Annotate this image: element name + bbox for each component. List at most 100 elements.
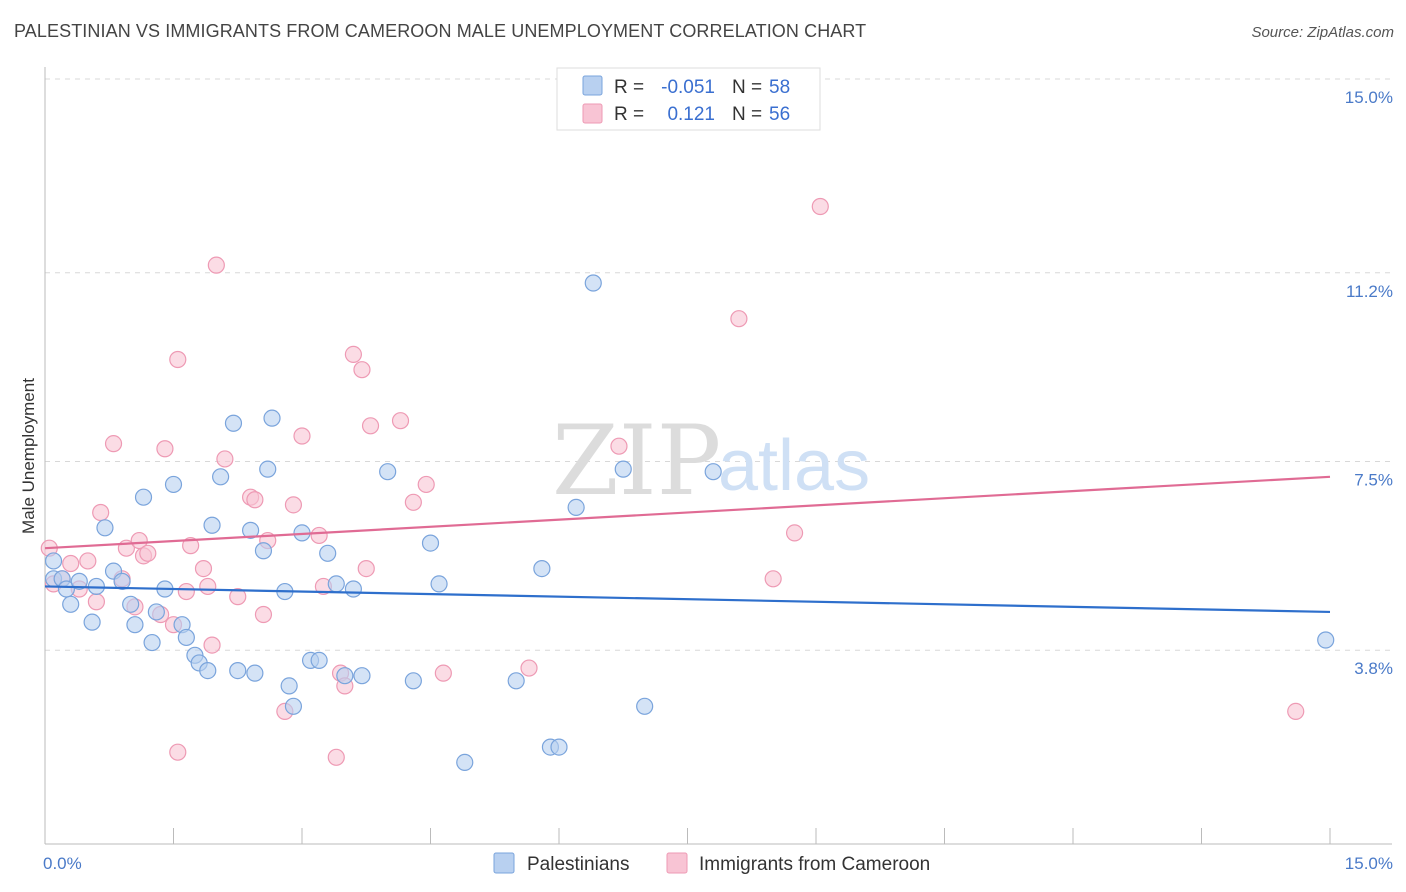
palestinian-point-22 [199, 661, 217, 680]
cameroon-point-42 [357, 559, 375, 578]
cameroon-point-20 [177, 582, 195, 601]
series-legend: Palestinians Immigrants from Cameroon [493, 852, 930, 875]
palestinians-trend-line [44, 585, 1331, 614]
cameroon-point-53 [811, 197, 829, 216]
palestinian-point-0 [44, 552, 63, 570]
cameroon-point-25 [207, 256, 225, 274]
palestinian-point-51 [550, 738, 568, 756]
legend-label-cameroon: Immigrants from Cameroon [699, 854, 930, 875]
palestinians-points [44, 274, 1335, 772]
palestinian-point-26 [229, 661, 247, 680]
cameroon-point-40 [344, 345, 362, 363]
stats-n-value-blue: 58 [769, 77, 790, 98]
cameroon-point-21 [182, 537, 200, 555]
cameroon-point-34 [293, 427, 311, 445]
chart-source: Source: ZipAtlas.com [1251, 24, 1394, 41]
cameroon-point-45 [404, 493, 422, 511]
palestinian-point-11 [122, 595, 140, 613]
palestinian-point-8 [96, 519, 114, 537]
stats-r-label-blue: R = [614, 77, 644, 98]
cameroon-point-44 [391, 412, 410, 430]
palestinian-point-41 [344, 580, 362, 598]
cameroon-point-52 [785, 524, 804, 542]
cameroon-point-54 [1287, 702, 1305, 721]
palestinian-point-14 [143, 633, 161, 652]
cameroon-point-23 [199, 577, 217, 596]
cameroon-trend-line [44, 475, 1331, 550]
cameroon-point-7 [92, 503, 110, 522]
cameroon-point-5 [79, 552, 97, 570]
cameroon-point-14 [139, 544, 157, 562]
palestinian-point-27 [242, 521, 260, 539]
cameroon-point-29 [246, 491, 264, 509]
palestinian-point-10 [113, 572, 131, 590]
x-ticks [44, 828, 1331, 844]
axes [44, 67, 1392, 845]
palestinian-point-30 [259, 460, 277, 478]
palestinian-point-23 [203, 516, 221, 534]
palestinian-point-47 [456, 753, 474, 772]
cameroon-point-19 [169, 350, 187, 369]
stats-r-value-blue: -0.051 [661, 77, 715, 98]
stats-n-label-pink: N = [732, 104, 762, 125]
palestinian-point-19 [177, 628, 195, 647]
cameroon-point-41 [353, 361, 371, 379]
x-tick-label-min: 0.0% [43, 854, 82, 873]
palestinian-point-6 [83, 613, 101, 631]
cameroon-point-37 [327, 748, 345, 766]
palestinian-point-40 [336, 667, 354, 685]
palestinian-point-57 [1317, 631, 1335, 649]
cameroon-point-43 [361, 417, 380, 435]
palestinian-point-25 [224, 414, 243, 432]
cameroon-point-26 [216, 450, 234, 468]
palestinian-point-24 [212, 468, 230, 486]
stats-n-label-blue: N = [732, 77, 762, 98]
palestinian-point-46 [430, 575, 448, 593]
palestinian-point-43 [379, 463, 397, 481]
cameroon-point-30 [254, 605, 273, 624]
palestinian-point-33 [280, 677, 298, 695]
cameroon-point-48 [520, 659, 538, 677]
stats-r-label-pink: R = [614, 104, 644, 125]
legend-swatch-palestinians [493, 852, 515, 874]
palestinian-point-39 [327, 575, 345, 593]
palestinian-point-52 [567, 498, 585, 516]
legend-label-palestinians: Palestinians [527, 854, 629, 875]
cameroon-point-16 [156, 440, 174, 458]
legend-swatch-cameroon [666, 852, 688, 874]
palestinian-point-42 [353, 667, 371, 685]
cameroon-point-8 [104, 435, 123, 453]
palestinian-point-5 [70, 572, 88, 590]
palestinian-point-44 [404, 672, 422, 690]
palestinian-point-53 [584, 274, 602, 292]
cameroon-point-50 [730, 310, 748, 328]
y-tick-label-0: 3.8% [1354, 659, 1393, 678]
y-tick-label-1: 7.5% [1354, 471, 1393, 490]
cameroon-point-33 [284, 496, 303, 514]
cameroon-point-22 [194, 559, 213, 578]
trend-lines [44, 475, 1331, 614]
palestinian-point-28 [246, 664, 264, 682]
watermark-atlas: atlas [718, 426, 870, 506]
palestinian-point-38 [319, 544, 337, 562]
stats-legend-swatch-pink [582, 103, 603, 124]
y-tick-labels: 3.8% 7.5% 11.2% 15.0% [1345, 88, 1393, 678]
cameroon-point-49 [610, 437, 628, 455]
stats-legend-swatch-blue [582, 75, 603, 96]
palestinian-point-34 [284, 697, 303, 715]
cameroon-point-27 [229, 588, 247, 606]
chart-title: PALESTINIAN VS IMMIGRANTS FROM CAMEROON … [14, 21, 867, 41]
cameroon-point-24 [203, 636, 221, 654]
palestinian-point-29 [254, 542, 273, 560]
cameroon-point-51 [764, 570, 782, 588]
cameroon-point-35 [310, 526, 328, 545]
stats-legend: R = -0.051 N = 58 R = 0.121 N = 56 [556, 67, 821, 131]
palestinian-point-13 [134, 488, 153, 506]
x-tick-label-max: 15.0% [1345, 854, 1393, 873]
palestinian-point-48 [507, 672, 525, 690]
palestinian-point-55 [636, 697, 654, 715]
stats-n-value-pink: 56 [769, 104, 790, 125]
y-tick-label-3: 15.0% [1345, 88, 1393, 107]
stats-r-value-pink: 0.121 [667, 104, 715, 125]
